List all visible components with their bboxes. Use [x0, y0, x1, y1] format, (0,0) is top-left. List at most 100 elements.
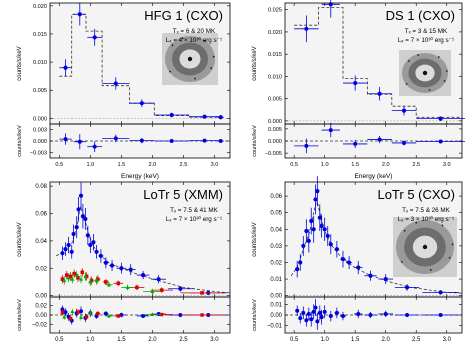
x-axis-label: Energy (keV)	[121, 173, 159, 180]
field-star	[171, 44, 174, 47]
x-tick-label: 1.0	[321, 337, 330, 343]
data-point	[309, 207, 314, 235]
marker	[79, 277, 84, 281]
x-tick-label: 2.0	[148, 337, 157, 343]
marker	[438, 313, 443, 317]
marker	[89, 278, 94, 283]
marker	[156, 312, 161, 317]
marker	[298, 316, 303, 321]
marker	[113, 81, 118, 86]
field-star	[403, 229, 406, 232]
x-tick-label: 1.5	[117, 337, 126, 343]
marker	[438, 139, 443, 144]
data-point	[69, 244, 74, 259]
data-point	[105, 281, 113, 288]
data-point	[151, 275, 167, 284]
marker	[334, 310, 339, 315]
data-point	[322, 217, 327, 241]
residual-y-tick-label: −0.02	[32, 322, 48, 328]
marker	[119, 313, 124, 317]
marker	[94, 249, 99, 254]
data-point	[79, 275, 84, 284]
x-tick-label: 2.0	[382, 162, 390, 168]
series-3	[62, 270, 162, 321]
data-point	[73, 3, 86, 26]
luminosity-label: Lₓ = 7 × 10³⁰ erg s⁻¹	[166, 216, 222, 223]
data-point	[102, 279, 109, 285]
marker	[346, 260, 352, 265]
data-point	[334, 240, 340, 258]
residual-point	[309, 311, 314, 327]
field-star	[451, 243, 454, 246]
x-tick-label: 1.5	[351, 337, 360, 343]
residual-point	[88, 310, 93, 316]
marker	[84, 315, 89, 319]
residual-point	[180, 313, 224, 317]
marker	[125, 285, 130, 290]
residual-point	[63, 308, 68, 316]
x-tick-label: 1.0	[86, 162, 94, 168]
residual-point	[319, 309, 324, 325]
data-point	[76, 197, 81, 222]
marker	[334, 247, 339, 252]
nebula-image-2	[399, 50, 451, 96]
marker	[340, 314, 345, 319]
residual-point	[79, 314, 83, 321]
main-plot-area	[50, 182, 230, 297]
marker	[70, 309, 75, 314]
field-star	[428, 89, 431, 91]
central-star	[422, 70, 428, 76]
y-tick-label: 0.010	[268, 74, 282, 80]
data-point	[91, 234, 96, 251]
marker	[383, 276, 388, 282]
residual-y-tick-label: 0.01	[270, 302, 282, 308]
marker	[304, 26, 309, 31]
y-tick-label: 0.08	[35, 184, 47, 190]
marker	[63, 246, 68, 252]
residual-point	[189, 138, 221, 143]
marker	[92, 35, 97, 40]
data-point	[113, 280, 124, 287]
residual-point	[322, 305, 327, 319]
model-curve	[294, 7, 462, 118]
data-point	[391, 105, 417, 116]
marker	[298, 260, 303, 265]
data-point	[167, 286, 193, 292]
chart-panel-4: 0.00 0.01 0.02 0.03 0.04 0.05 0.06 −0.01 0.00 0.0…	[252, 176, 463, 343]
marker	[377, 91, 382, 96]
marker	[325, 233, 330, 239]
field-star	[400, 260, 403, 263]
marker	[313, 305, 318, 310]
field-star	[204, 39, 206, 42]
field-star	[405, 83, 408, 85]
marker	[402, 140, 407, 145]
marker	[88, 279, 93, 284]
residual-point	[367, 135, 392, 144]
marker	[356, 265, 361, 270]
marker	[139, 101, 144, 106]
residual-point	[151, 312, 167, 317]
y-tick-label: 0.000	[33, 116, 47, 122]
field-star	[181, 37, 184, 40]
data-point	[136, 270, 150, 280]
marker	[368, 313, 373, 317]
x-tick-label: 0.5	[290, 337, 299, 343]
residual-point	[364, 311, 377, 319]
chart-title: DS 1 (CXO)	[386, 8, 455, 23]
data-point	[72, 269, 77, 278]
residual-point	[295, 305, 300, 317]
marker	[92, 144, 97, 149]
data-point	[83, 272, 88, 281]
temperature-label: Tₓ = 7.5 & 41 MK	[170, 207, 219, 214]
residual-point	[313, 299, 318, 317]
marker	[150, 289, 155, 294]
chart-title: LoTr 5 (XMM)	[143, 187, 223, 202]
residual-point	[84, 314, 89, 320]
x-tick-label: 2.5	[412, 162, 420, 168]
residual-y-axis-label: counts/s/keV	[252, 125, 258, 157]
y-tick-label: 0.00	[270, 294, 282, 300]
data-point	[295, 260, 300, 278]
x-tick-label: 1.5	[351, 162, 359, 168]
y-tick-label: 0.06	[270, 194, 282, 200]
marker	[141, 272, 146, 278]
